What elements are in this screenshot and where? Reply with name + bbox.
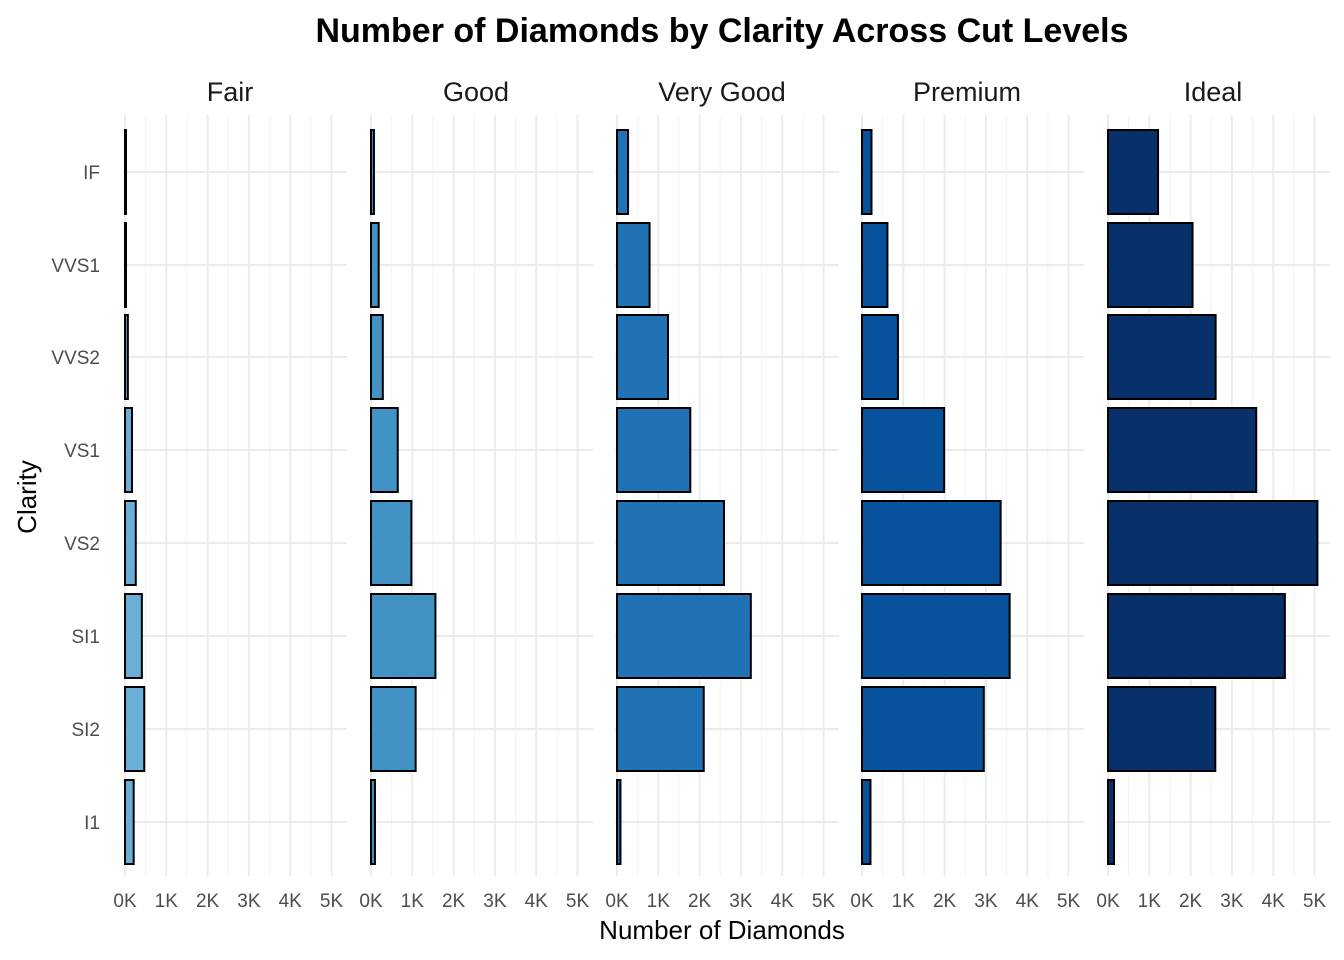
y-tick-label: VVS1 [51, 256, 100, 277]
x-tick-label: 1K [892, 891, 916, 912]
bar [861, 686, 985, 772]
y-axis-tick-labels: IF VVS1 VVS2 VS1 VS2 SI1 SI2 I1 [51, 163, 100, 834]
facet-panel: Fair 0K 1K 2K 3K 4K 5K [113, 77, 347, 912]
chart-title: Number of Diamonds by Clarity Across Cut… [315, 12, 1128, 50]
x-tick-label: 3K [729, 891, 753, 912]
bar [861, 129, 873, 215]
x-tick-label: 2K [196, 891, 220, 912]
x-tick-label: 2K [442, 891, 466, 912]
x-axis-title: Number of Diamonds [599, 915, 845, 945]
x-tick-label: 4K [279, 891, 303, 912]
bar [616, 500, 726, 586]
x-tick-label: 1K [155, 891, 179, 912]
y-axis-title: Clarity [12, 460, 42, 534]
bar [124, 407, 134, 493]
bar [616, 129, 630, 215]
x-tick-label: 0K [605, 891, 629, 912]
y-tick-label: IF [83, 163, 100, 184]
bar [370, 314, 384, 400]
x-tick-label: 0K [359, 891, 383, 912]
facet-panels: IF VVS1 VVS2 VS1 VS2 SI1 SI2 I1 Fair 0K 1K 2K 3K 4K 5K… [51, 77, 1330, 912]
bar [124, 779, 135, 865]
facet-panel: Premium 0K 1K 2K 3K 4K 5K [850, 77, 1084, 912]
x-tick-label: 1K [647, 891, 671, 912]
bar [861, 500, 1002, 586]
bar [370, 500, 413, 586]
x-tick-label: 5K [1057, 891, 1081, 912]
bar [370, 129, 375, 215]
bar [1107, 129, 1160, 215]
bar [616, 407, 692, 493]
bar [861, 593, 1011, 679]
x-tick-label: 5K [812, 891, 836, 912]
facet-label: Ideal [1184, 77, 1243, 107]
x-tick-label: 5K [1303, 891, 1327, 912]
facet-panel: Good 0K 1K 2K 3K 4K 5K [359, 77, 593, 912]
y-tick-label: SI1 [71, 627, 100, 648]
bar [1107, 779, 1116, 865]
facet-label: Premium [913, 77, 1021, 107]
y-tick-label: I1 [84, 813, 100, 834]
x-tick-label: 2K [1179, 891, 1203, 912]
bar [1107, 407, 1258, 493]
x-tick-label: 1K [401, 891, 425, 912]
bar [1107, 314, 1217, 400]
facet-label: Good [443, 77, 509, 107]
bar [1107, 686, 1217, 772]
bar [370, 779, 376, 865]
x-tick-label: 0K [1096, 891, 1120, 912]
x-tick-label: 2K [933, 891, 957, 912]
x-tick-label: 3K [483, 891, 507, 912]
bar [124, 593, 143, 679]
y-tick-label: VVS2 [51, 348, 100, 369]
bar [616, 593, 752, 679]
bar [370, 407, 399, 493]
x-tick-label: 5K [566, 891, 590, 912]
y-tick-label: SI2 [71, 720, 100, 741]
x-tick-label: 3K [1220, 891, 1244, 912]
x-tick-label: 3K [974, 891, 998, 912]
bar [616, 222, 651, 308]
x-tick-label: 5K [320, 891, 344, 912]
bar [1107, 222, 1194, 308]
x-tick-label: 4K [525, 891, 549, 912]
bar [861, 407, 946, 493]
x-tick-label: 4K [1016, 891, 1040, 912]
x-tick-label: 2K [688, 891, 712, 912]
y-tick-label: VS1 [64, 441, 100, 462]
bar [1107, 593, 1286, 679]
bar [124, 314, 129, 400]
bar [1107, 500, 1319, 586]
x-tick-label: 0K [113, 891, 137, 912]
bar [616, 314, 670, 400]
bar [616, 686, 705, 772]
x-tick-label: 3K [237, 891, 261, 912]
x-tick-label: 4K [771, 891, 795, 912]
bar [370, 686, 417, 772]
bar [616, 779, 622, 865]
bar [861, 779, 872, 865]
facet-panel: Ideal 0K 1K 2K 3K 4K 5K [1096, 77, 1330, 912]
x-tick-label: 0K [850, 891, 874, 912]
y-tick-label: VS2 [64, 534, 100, 555]
bar [861, 222, 889, 308]
bar [370, 593, 437, 679]
bar [124, 686, 146, 772]
bar [124, 500, 137, 586]
x-tick-label: 1K [1138, 891, 1162, 912]
bar [124, 222, 127, 308]
bar [370, 222, 380, 308]
bar [124, 129, 127, 215]
bar [861, 314, 899, 400]
x-tick-label: 4K [1262, 891, 1286, 912]
facet-panel: Very Good 0K 1K 2K 3K 4K 5K [605, 77, 839, 912]
facet-label: Fair [207, 77, 254, 107]
facet-label: Very Good [658, 77, 786, 107]
